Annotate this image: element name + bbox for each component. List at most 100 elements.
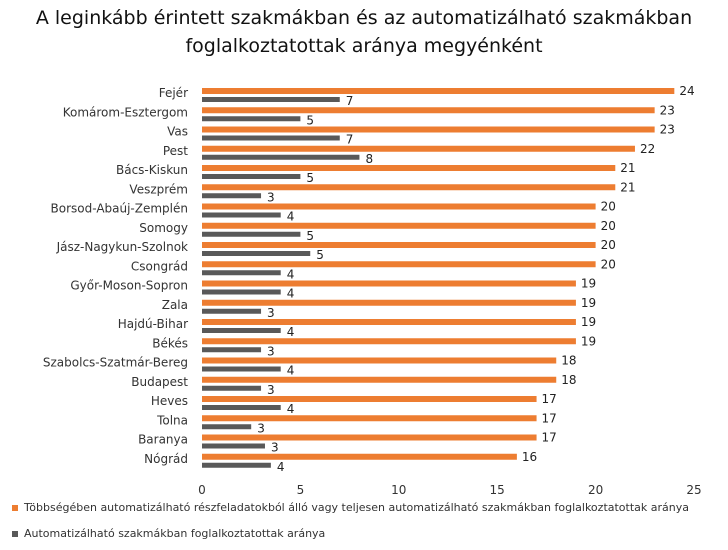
x-tick-label: 20 [588, 483, 603, 497]
bar-orange [202, 453, 517, 460]
category-label: Budapest [131, 375, 188, 389]
category-label: Csongrád [131, 259, 188, 273]
data-label-orange: 18 [561, 373, 576, 387]
data-label-orange: 21 [620, 180, 635, 194]
category-label: Vas [167, 125, 188, 139]
category-label: Somogy [139, 221, 188, 235]
bar-orange [202, 434, 537, 441]
bar-gray [202, 347, 262, 353]
data-label-gray: 3 [271, 441, 279, 455]
legend-label-orange: Többségében automatizálható részfeladato… [24, 501, 689, 514]
data-label-gray: 5 [316, 248, 324, 262]
category-label: Zala [162, 298, 188, 312]
data-label-orange: 19 [581, 334, 596, 348]
bar-orange [202, 261, 596, 268]
bar-gray [202, 231, 301, 237]
data-label-gray: 4 [287, 402, 295, 416]
category-label: Tolna [156, 413, 188, 427]
data-label-gray: 8 [365, 152, 373, 166]
x-tick-label: 15 [490, 483, 505, 497]
category-label: Borsod-Abaúj-Zemplén [51, 202, 188, 216]
data-label-gray: 5 [306, 171, 314, 185]
bar-gray [202, 154, 360, 160]
data-label-orange: 22 [640, 142, 655, 156]
bar-gray [202, 116, 301, 122]
bar-gray [202, 405, 281, 410]
data-label-orange: 18 [561, 354, 576, 368]
data-label-gray: 3 [267, 383, 275, 397]
data-label-gray: 7 [346, 94, 354, 108]
category-label: Baranya [138, 433, 188, 447]
legend-label-gray: Automatizálható szakmákban foglalkoztato… [24, 527, 326, 540]
bar-orange [202, 242, 596, 248]
bar-orange [202, 203, 596, 210]
bar-gray [202, 135, 340, 141]
bar-orange [202, 88, 675, 94]
chart-title-line-1: A leginkább érintett szakmákban és az au… [35, 7, 693, 29]
data-label-orange: 16 [522, 450, 537, 464]
data-label-gray: 4 [287, 325, 295, 339]
bar-gray [202, 462, 271, 468]
bar-orange [202, 396, 537, 402]
data-label-gray: 3 [257, 421, 265, 435]
bar-orange [202, 415, 537, 422]
data-label-orange: 19 [581, 315, 596, 329]
category-label: Veszprém [129, 182, 188, 196]
chart-title: A leginkább érintett szakmákban és az au… [0, 4, 728, 60]
data-label-orange: 17 [542, 411, 557, 425]
data-label-gray: 4 [277, 460, 285, 474]
category-label: Békés [152, 336, 188, 350]
category-label: Bács-Kiskun [116, 163, 188, 177]
category-label: Fejér [159, 86, 188, 100]
data-label-gray: 3 [267, 306, 275, 320]
data-label-orange: 19 [581, 277, 596, 291]
category-label: Heves [151, 394, 188, 408]
chart-title-line-2: foglalkoztatottak aránya megyénként [185, 35, 543, 57]
data-label-orange: 21 [620, 161, 635, 175]
bar-gray [202, 366, 281, 372]
data-label-gray: 4 [287, 364, 295, 378]
category-label: Nógrád [144, 452, 188, 466]
data-label-gray: 4 [287, 267, 295, 281]
bar-gray [202, 385, 262, 391]
data-label-orange: 24 [679, 84, 694, 98]
bar-gray [202, 174, 301, 179]
data-label-orange: 20 [601, 200, 616, 214]
bar-gray [202, 289, 281, 295]
bar-gray [202, 270, 281, 276]
data-label-gray: 5 [306, 113, 314, 127]
bar-gray [202, 97, 340, 102]
category-label: Szabolcs-Szatmár-Bereg [43, 356, 188, 370]
legend-swatch-orange [12, 505, 18, 511]
data-label-orange: 17 [542, 392, 557, 406]
data-label-orange: 20 [601, 219, 616, 233]
data-label-orange: 23 [660, 123, 675, 137]
bar-gray [202, 193, 262, 199]
x-tick-label: 25 [686, 483, 701, 497]
bar-orange [202, 376, 557, 383]
bar-gray [202, 424, 252, 430]
data-label-orange: 20 [601, 238, 616, 252]
x-tick-label: 10 [391, 483, 406, 497]
x-tick-label: 0 [198, 483, 206, 497]
data-label-gray: 3 [267, 344, 275, 358]
data-label-gray: 5 [306, 229, 314, 243]
bar-gray [202, 308, 262, 314]
data-label-orange: 23 [660, 103, 675, 117]
bar-gray [202, 212, 281, 218]
legend-swatch-gray [12, 531, 18, 537]
bar-orange [202, 338, 576, 345]
category-label: Komárom-Esztergom [63, 105, 188, 119]
bar-orange [202, 280, 576, 287]
category-label: Győr-Moson-Sopron [70, 279, 188, 293]
bar-gray [202, 443, 265, 449]
bar-orange [202, 357, 557, 364]
legend-item-orange: Többségében automatizálható részfeladato… [12, 501, 689, 514]
bar-gray [202, 251, 311, 256]
bar-orange [202, 145, 635, 152]
bar-orange [202, 165, 616, 171]
data-label-gray: 4 [287, 287, 295, 301]
bar-gray [202, 328, 281, 333]
bar-orange [202, 126, 655, 133]
